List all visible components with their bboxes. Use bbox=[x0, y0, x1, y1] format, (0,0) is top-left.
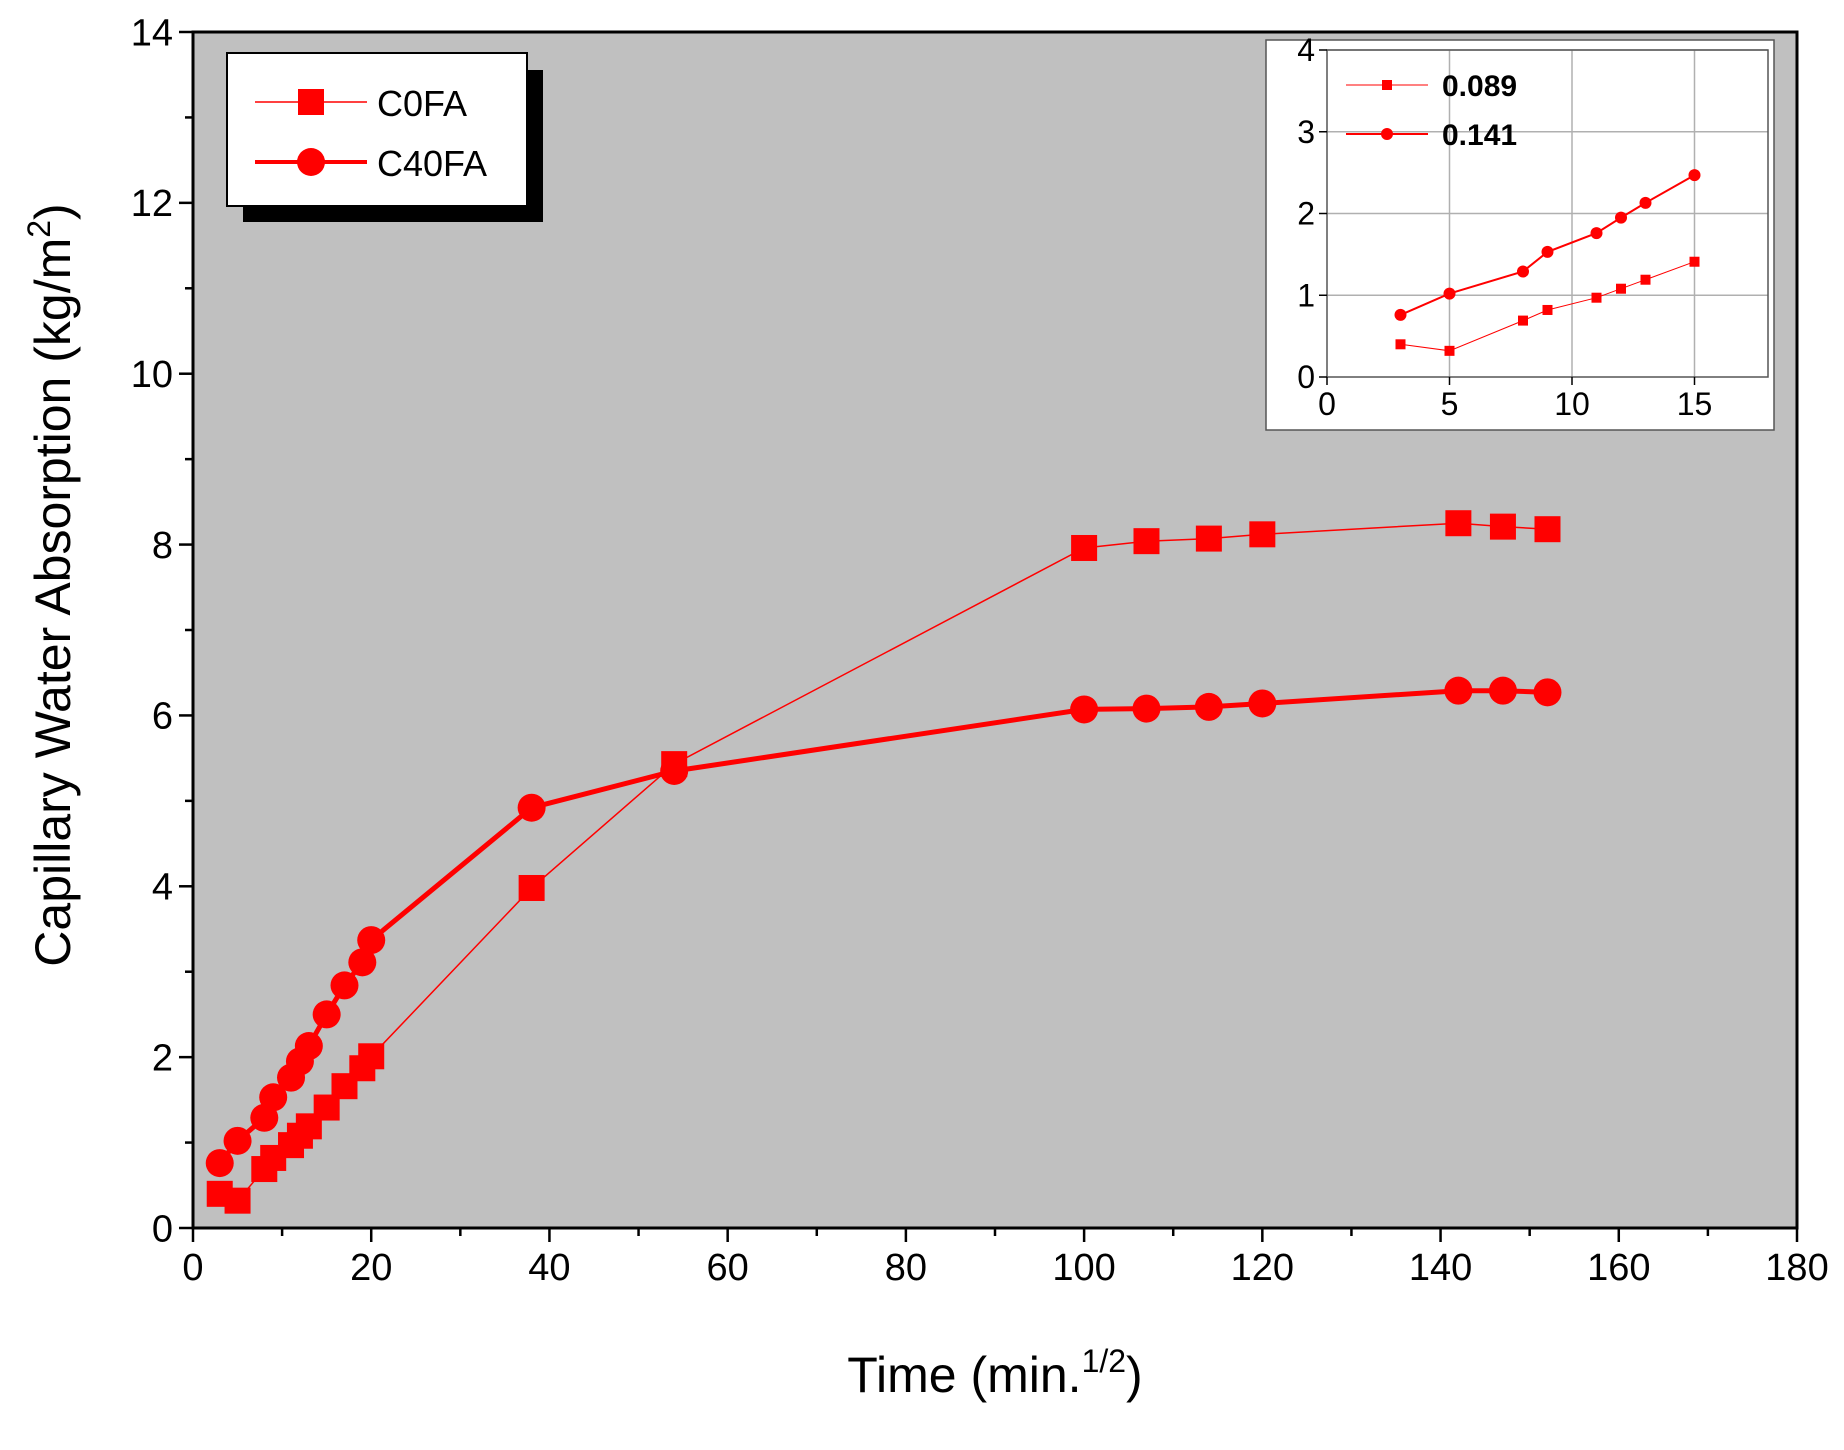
point-0089 bbox=[1616, 283, 1626, 294]
legend-marker-c40fa bbox=[297, 148, 325, 176]
point-c0fa bbox=[1195, 525, 1222, 552]
point-0141 bbox=[1615, 211, 1627, 224]
point-0141 bbox=[1394, 308, 1407, 321]
y-tick-label: 6 bbox=[152, 696, 173, 738]
x-tick-label: 140 bbox=[1409, 1247, 1472, 1289]
y-tick-label: 2 bbox=[1297, 196, 1315, 232]
point-0141 bbox=[1590, 227, 1603, 240]
point-0089 bbox=[1395, 339, 1406, 350]
point-0141 bbox=[1688, 169, 1701, 182]
point-c40fa bbox=[660, 756, 689, 785]
point-c40fa bbox=[1533, 678, 1562, 707]
point-c40fa bbox=[517, 793, 546, 822]
point-c40fa bbox=[259, 1083, 288, 1112]
point-c40fa bbox=[348, 948, 377, 977]
inset-y-axis: 0 1 2 3 4 bbox=[1297, 32, 1327, 395]
point-c40fa bbox=[294, 1032, 323, 1061]
point-c0fa bbox=[1249, 521, 1276, 548]
inset-legend-marker-0089 bbox=[1382, 80, 1392, 90]
point-0089 bbox=[1591, 292, 1602, 303]
x-axis-title: Time (min.1/2) bbox=[847, 1343, 1142, 1403]
inset-plot: 0 5 10 15 0 1 2 3 4 0.089 0.141 bbox=[1265, 32, 1775, 431]
x-tick-label: 180 bbox=[1765, 1247, 1828, 1289]
x-tick-label: 100 bbox=[1052, 1247, 1115, 1289]
legend-label-c40fa: C40FA bbox=[377, 143, 487, 184]
inset-series-layer bbox=[1394, 169, 1701, 356]
x-tick-label: 20 bbox=[350, 1247, 392, 1289]
legend-label-c0fa: C0FA bbox=[377, 83, 467, 124]
y-tick-label: 2 bbox=[152, 1037, 173, 1079]
point-c0fa bbox=[1445, 510, 1472, 537]
point-c0fa bbox=[1071, 534, 1098, 561]
inset-legend-label-0141: 0.141 bbox=[1442, 119, 1517, 152]
inset-x-axis: 0 5 10 15 bbox=[1318, 377, 1712, 422]
point-c40fa bbox=[1444, 676, 1473, 705]
point-c40fa bbox=[330, 971, 359, 1000]
x-tick-label: 0 bbox=[182, 1247, 203, 1289]
point-0089 bbox=[1444, 345, 1455, 356]
point-c40fa bbox=[357, 926, 386, 955]
y-tick-label: 10 bbox=[131, 354, 173, 396]
y-tick-label: 0 bbox=[1297, 359, 1315, 395]
y-tick-label: 12 bbox=[131, 183, 173, 225]
point-c40fa bbox=[312, 1000, 341, 1029]
point-c40fa bbox=[205, 1149, 234, 1178]
point-c0fa bbox=[518, 874, 545, 901]
y-axis: 0 2 4 6 8 10 12 14 bbox=[131, 12, 193, 1250]
point-0141 bbox=[1541, 245, 1554, 258]
point-0141 bbox=[1443, 287, 1456, 300]
x-tick-label: 15 bbox=[1677, 386, 1713, 422]
legend-box bbox=[226, 52, 528, 207]
point-c0fa bbox=[224, 1187, 251, 1214]
point-c0fa bbox=[1534, 516, 1561, 543]
point-c40fa bbox=[1488, 676, 1517, 705]
y-tick-label: 14 bbox=[131, 12, 173, 54]
point-0089 bbox=[1542, 304, 1553, 315]
point-c40fa bbox=[223, 1126, 252, 1155]
x-tick-label: 120 bbox=[1231, 1247, 1294, 1289]
inset-background bbox=[1265, 39, 1775, 431]
point-0141 bbox=[1639, 196, 1652, 209]
x-tick-label: 5 bbox=[1441, 386, 1459, 422]
point-0089 bbox=[1518, 315, 1528, 326]
inset-legend-label-0089: 0.089 bbox=[1442, 70, 1517, 103]
y-tick-label: 0 bbox=[152, 1208, 173, 1250]
point-c40fa bbox=[1132, 694, 1161, 723]
legend: C0FA C40FA bbox=[226, 52, 543, 222]
point-0141 bbox=[1517, 265, 1529, 278]
x-tick-label: 60 bbox=[707, 1247, 749, 1289]
x-tick-label: 80 bbox=[885, 1247, 927, 1289]
x-tick-label: 40 bbox=[528, 1247, 570, 1289]
x-tick-label: 0 bbox=[1318, 386, 1336, 422]
inset-legend: 0.089 0.141 bbox=[1346, 70, 1517, 152]
y-tick-label: 3 bbox=[1297, 114, 1315, 150]
point-0089 bbox=[1640, 274, 1651, 285]
point-c40fa bbox=[1248, 689, 1277, 718]
point-0089 bbox=[1689, 256, 1700, 267]
point-c40fa bbox=[1194, 692, 1223, 721]
y-tick-label: 4 bbox=[1297, 32, 1315, 68]
main-series-layer bbox=[205, 510, 1562, 1214]
legend-marker-c0fa bbox=[298, 89, 324, 115]
point-c0fa bbox=[358, 1043, 385, 1070]
x-tick-label: 10 bbox=[1554, 386, 1590, 422]
y-axis-title: Capillary Water Absorption (kg/m2) bbox=[21, 203, 81, 966]
point-c0fa bbox=[1489, 513, 1516, 540]
point-c0fa bbox=[1133, 528, 1160, 555]
point-c40fa bbox=[1070, 695, 1099, 724]
x-tick-label: 160 bbox=[1587, 1247, 1650, 1289]
y-tick-label: 4 bbox=[152, 867, 173, 909]
inset-legend-marker-0141 bbox=[1381, 128, 1393, 140]
y-tick-label: 8 bbox=[152, 525, 173, 567]
x-axis: 0 20 40 60 80 100 120 140 160 180 bbox=[182, 1228, 1829, 1289]
y-tick-label: 1 bbox=[1297, 277, 1315, 313]
